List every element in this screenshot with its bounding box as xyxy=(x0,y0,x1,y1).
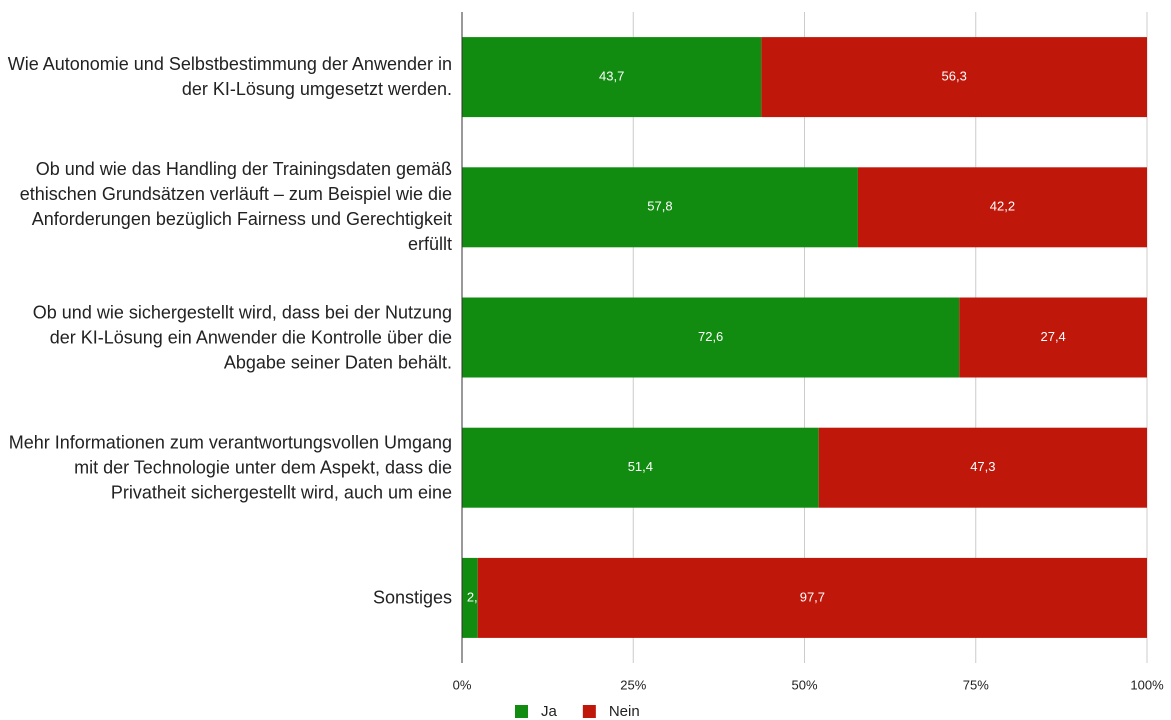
bar-segment xyxy=(477,557,1147,638)
legend-label: Ja xyxy=(541,703,558,720)
bar-segment xyxy=(857,167,1147,248)
category-label: Wie Autonomie und Selbstbestimmung der A… xyxy=(7,54,452,100)
x-tick-label: 0% xyxy=(453,677,472,692)
category-label: Ob und wie das Handling der Trainingsdat… xyxy=(19,159,452,255)
value-label: 27,4 xyxy=(1040,329,1065,344)
x-tick-label: 25% xyxy=(620,677,646,692)
legend-label: Nein xyxy=(609,703,640,720)
x-tick-label: 75% xyxy=(963,677,989,692)
bar-segment xyxy=(462,427,819,508)
value-label: 51,4 xyxy=(628,459,653,474)
category-label: Mehr Informationen zum verantwortungsvol… xyxy=(8,432,452,503)
value-label: 56,3 xyxy=(942,69,967,84)
bar-segment xyxy=(462,557,478,638)
bar-segment xyxy=(959,297,1147,378)
bar-segment xyxy=(462,37,762,118)
value-label: 47,3 xyxy=(970,459,995,474)
value-label: 97,7 xyxy=(800,589,825,604)
legend-swatch xyxy=(582,705,596,718)
bar-segment xyxy=(462,297,960,378)
x-tick-label: 50% xyxy=(791,677,817,692)
bar-segment xyxy=(462,167,858,248)
legend-swatch xyxy=(515,705,528,718)
category-label: Sonstiges xyxy=(372,587,452,608)
value-label: 57,8 xyxy=(647,199,672,214)
bar-segment xyxy=(818,427,1147,508)
value-label: 42,2 xyxy=(990,199,1015,214)
value-label: 43,7 xyxy=(599,69,624,84)
x-tick-label: 100% xyxy=(1130,677,1164,692)
value-label: 72,6 xyxy=(698,329,723,344)
bar-segment xyxy=(761,37,1147,118)
category-label: Ob und wie sichergestellt wird, dass bei… xyxy=(32,302,452,372)
